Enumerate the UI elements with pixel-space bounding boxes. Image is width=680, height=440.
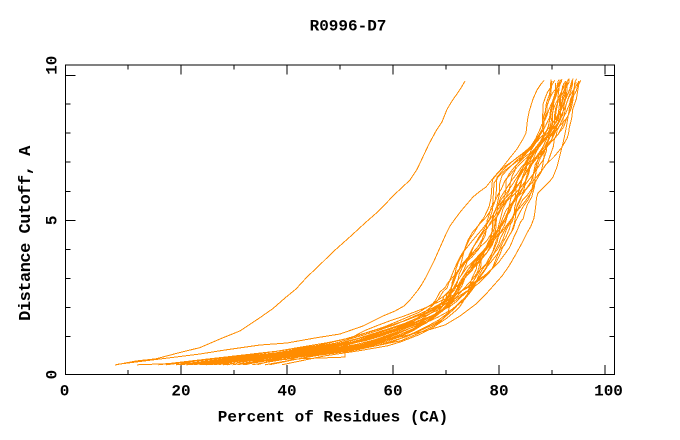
svg-text:0: 0 <box>60 383 70 401</box>
svg-text:10: 10 <box>44 56 62 75</box>
svg-text:20: 20 <box>171 383 190 401</box>
svg-text:80: 80 <box>489 383 508 401</box>
svg-text:40: 40 <box>277 383 296 401</box>
svg-text:0: 0 <box>44 370 62 380</box>
svg-text:100: 100 <box>594 383 623 401</box>
svg-text:R0996-D7: R0996-D7 <box>310 18 387 36</box>
svg-text:5: 5 <box>44 215 62 225</box>
svg-text:Percent of Residues (CA): Percent of Residues (CA) <box>218 408 448 426</box>
svg-text:60: 60 <box>383 383 402 401</box>
svg-text:Distance Cutoff, A: Distance Cutoff, A <box>17 145 36 321</box>
